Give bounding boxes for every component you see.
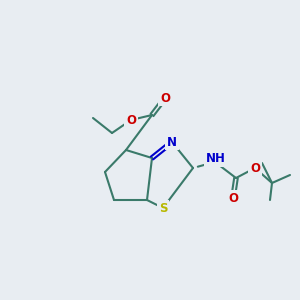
Text: O: O (160, 92, 170, 104)
Text: NH: NH (206, 152, 226, 166)
Text: O: O (228, 191, 238, 205)
Text: O: O (126, 113, 136, 127)
Text: O: O (250, 161, 260, 175)
Text: S: S (159, 202, 167, 214)
Text: N: N (167, 136, 177, 148)
